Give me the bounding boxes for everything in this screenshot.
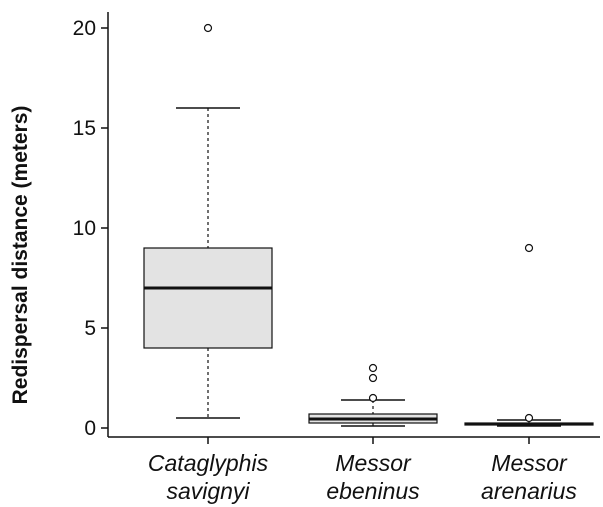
box-group (143, 23, 273, 419)
x-tick-label: Cataglyphis (148, 450, 269, 476)
x-tick-label: ebeninus (326, 478, 420, 504)
x-tick-label: Messor (335, 450, 412, 476)
y-tick-label: 0 (84, 417, 96, 440)
y-tick-label: 15 (73, 117, 96, 140)
box-group (308, 363, 438, 427)
iqr-box (143, 247, 273, 349)
box-group (464, 243, 594, 427)
x-tick-label: savignyi (166, 478, 250, 504)
x-tick-label: Messor (491, 450, 568, 476)
outlier-point (368, 373, 378, 383)
outlier-point (203, 23, 213, 33)
y-tick-label: 20 (73, 17, 96, 40)
y-tick-label: 5 (84, 317, 96, 340)
x-tick-label: arenarius (481, 478, 577, 504)
y-tick-label: 10 (73, 217, 96, 240)
outlier-point (524, 243, 534, 253)
outlier-point (524, 413, 534, 423)
outlier-point (368, 393, 378, 403)
box-series (143, 23, 594, 427)
axes: 05101520CataglyphissavignyiMessorebeninu… (73, 12, 600, 504)
y-axis-title: Redispersal distance (meters) (9, 106, 32, 405)
outlier-point (368, 363, 378, 373)
